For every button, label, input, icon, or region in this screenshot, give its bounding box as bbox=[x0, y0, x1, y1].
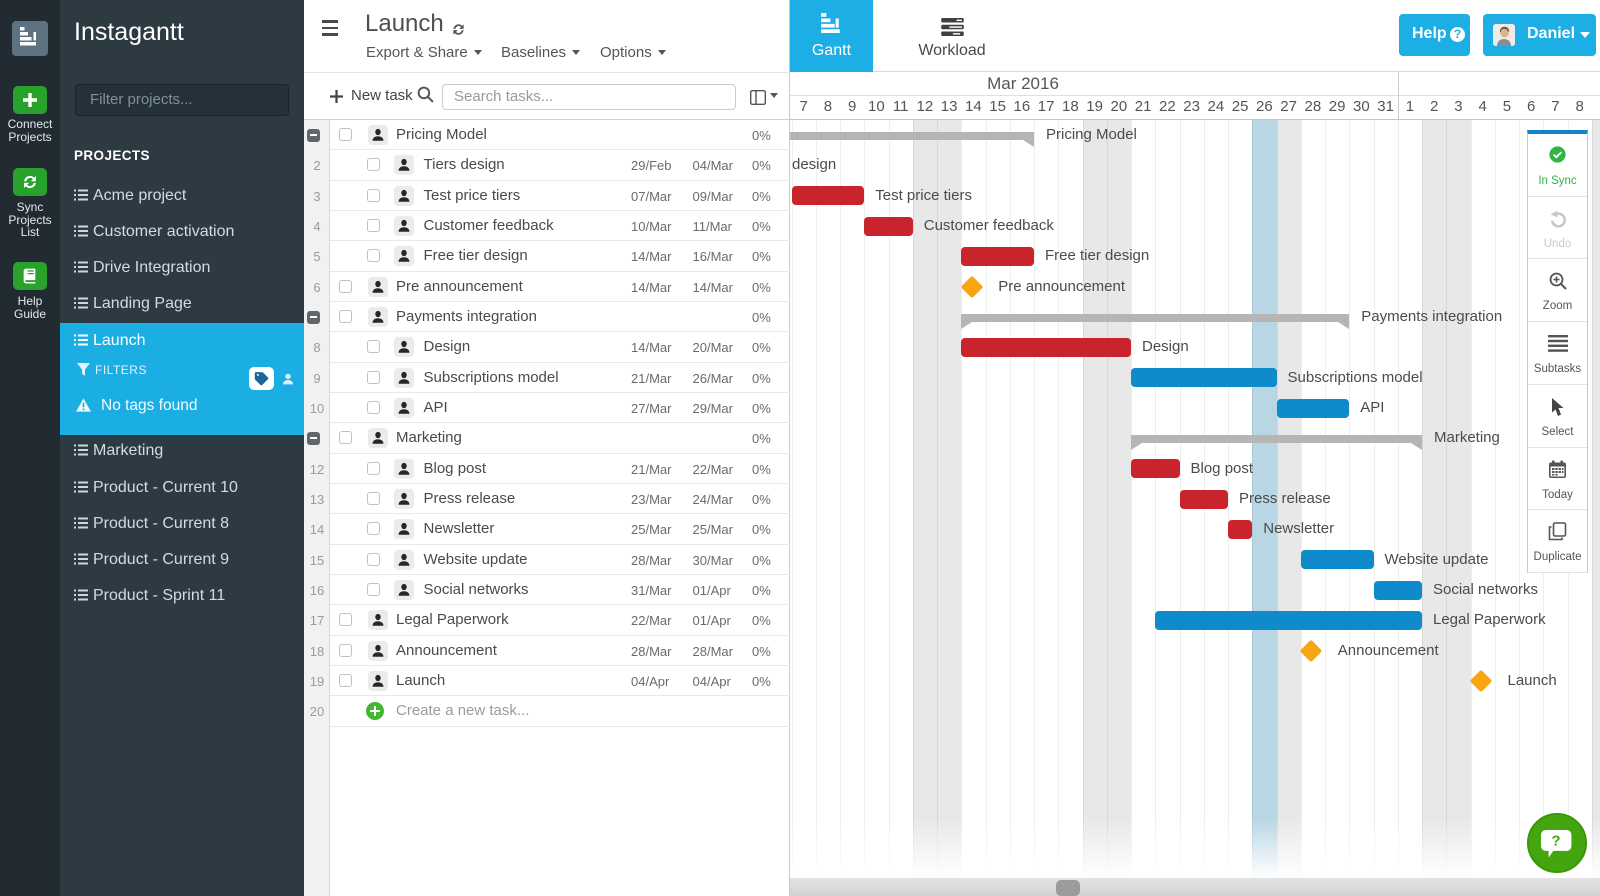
svg-text:?: ? bbox=[1551, 833, 1560, 850]
